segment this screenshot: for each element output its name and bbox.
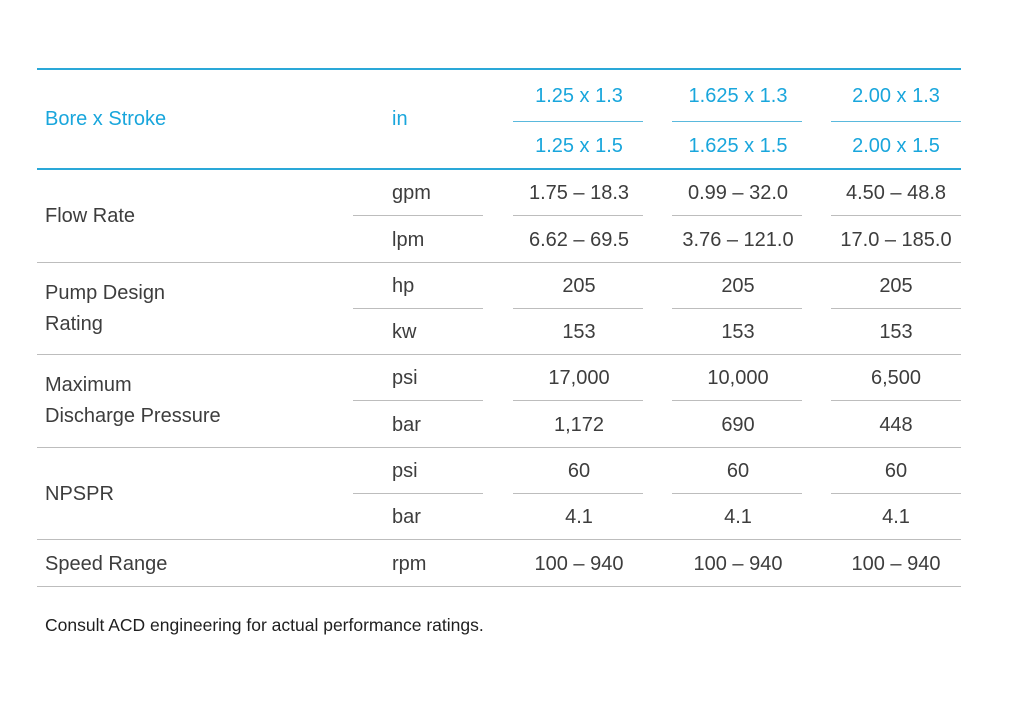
table-cell: 100 – 940	[534, 553, 624, 575]
table-cell: 3.76 – 121.0	[682, 229, 794, 251]
sub-divider	[513, 308, 643, 309]
sub-divider	[672, 215, 802, 216]
sub-divider	[353, 400, 483, 401]
sub-divider	[831, 400, 961, 401]
sub-divider	[513, 400, 643, 401]
row-divider	[37, 262, 961, 263]
row-label-line: Rating	[45, 313, 103, 335]
header-bore-stroke-col3-b: 2.00 x 1.5	[852, 135, 940, 157]
table-cell: 153	[879, 321, 913, 343]
row-label-line: Maximum	[45, 374, 132, 396]
table-cell: 10,000	[707, 367, 769, 389]
sub-divider	[672, 493, 802, 494]
sub-divider	[831, 493, 961, 494]
unit-bar: bar	[392, 414, 421, 436]
row-label-npspr: NPSPR	[45, 483, 114, 505]
table-cell: 6.62 – 69.5	[528, 229, 630, 251]
row-divider	[37, 354, 961, 355]
table-cell: 60	[726, 460, 750, 482]
header-bore-stroke-col2-b: 1.625 x 1.5	[688, 135, 788, 157]
unit-gpm: gpm	[392, 182, 431, 204]
table-bottom-rule	[37, 586, 961, 587]
table-cell: 205	[562, 275, 596, 297]
header-bore-stroke-col2-a: 1.625 x 1.3	[688, 85, 788, 107]
sub-divider	[513, 493, 643, 494]
row-divider	[37, 447, 961, 448]
unit-rpm: rpm	[392, 553, 427, 575]
table-top-rule	[37, 68, 961, 70]
sub-divider	[353, 308, 483, 309]
unit-bar: bar	[392, 506, 421, 528]
header-bore-stroke-col1-b: 1.25 x 1.5	[535, 135, 623, 157]
row-label-line: Pump Design	[45, 282, 166, 304]
sub-divider	[672, 400, 802, 401]
table-cell: 205	[879, 275, 913, 297]
header-unit: in	[392, 108, 408, 130]
unit-psi: psi	[392, 460, 418, 482]
row-label-speed-range: Speed Range	[45, 553, 168, 575]
footnote: Consult ACD engineering for actual perfo…	[45, 615, 484, 635]
sub-divider	[672, 308, 802, 309]
table-cell: 0.99 – 32.0	[687, 182, 789, 204]
table-cell: 100 – 940	[693, 553, 783, 575]
row-divider	[37, 539, 961, 540]
table-cell: 4.1	[882, 506, 910, 528]
table-cell: 4.50 – 48.8	[845, 182, 947, 204]
table-cell: 153	[721, 321, 755, 343]
unit-lpm: lpm	[392, 229, 425, 251]
row-label-flow-rate: Flow Rate	[45, 205, 136, 227]
header-divider-col1	[513, 121, 643, 122]
sub-divider	[831, 308, 961, 309]
table-cell: 690	[721, 414, 755, 436]
row-label-line: Discharge Pressure	[45, 405, 221, 427]
row-label-pump-design-rating: Pump Design Rating	[45, 278, 165, 340]
unit-hp: hp	[392, 275, 415, 297]
table-cell: 205	[721, 275, 755, 297]
table-cell: 17.0 – 185.0	[840, 229, 952, 251]
unit-kw: kw	[392, 321, 417, 343]
sub-divider	[831, 215, 961, 216]
table-cell: 60	[884, 460, 908, 482]
sub-divider	[353, 215, 483, 216]
header-label: Bore x Stroke	[45, 108, 167, 130]
table-cell: 153	[562, 321, 596, 343]
sub-divider	[513, 215, 643, 216]
header-bottom-rule	[37, 168, 961, 170]
table-cell: 4.1	[724, 506, 752, 528]
table-cell: 100 – 940	[851, 553, 941, 575]
table-cell: 1,172	[553, 414, 605, 436]
specifications-table: Bore x Stroke in 1.25 x 1.3 1.625 x 1.3 …	[37, 0, 961, 600]
table-cell: 17,000	[548, 367, 610, 389]
table-cell: 448	[879, 414, 913, 436]
sub-divider	[353, 493, 483, 494]
unit-psi: psi	[392, 367, 418, 389]
header-divider-col2	[672, 121, 802, 122]
header-bore-stroke-col3-a: 2.00 x 1.3	[852, 85, 940, 107]
table-cell: 60	[567, 460, 591, 482]
table-cell: 6,500	[870, 367, 922, 389]
table-cell: 1.75 – 18.3	[528, 182, 630, 204]
header-divider-col3	[831, 121, 961, 122]
row-label-max-discharge-pressure: Maximum Discharge Pressure	[45, 370, 221, 432]
table-cell: 4.1	[565, 506, 593, 528]
header-bore-stroke-col1-a: 1.25 x 1.3	[535, 85, 623, 107]
